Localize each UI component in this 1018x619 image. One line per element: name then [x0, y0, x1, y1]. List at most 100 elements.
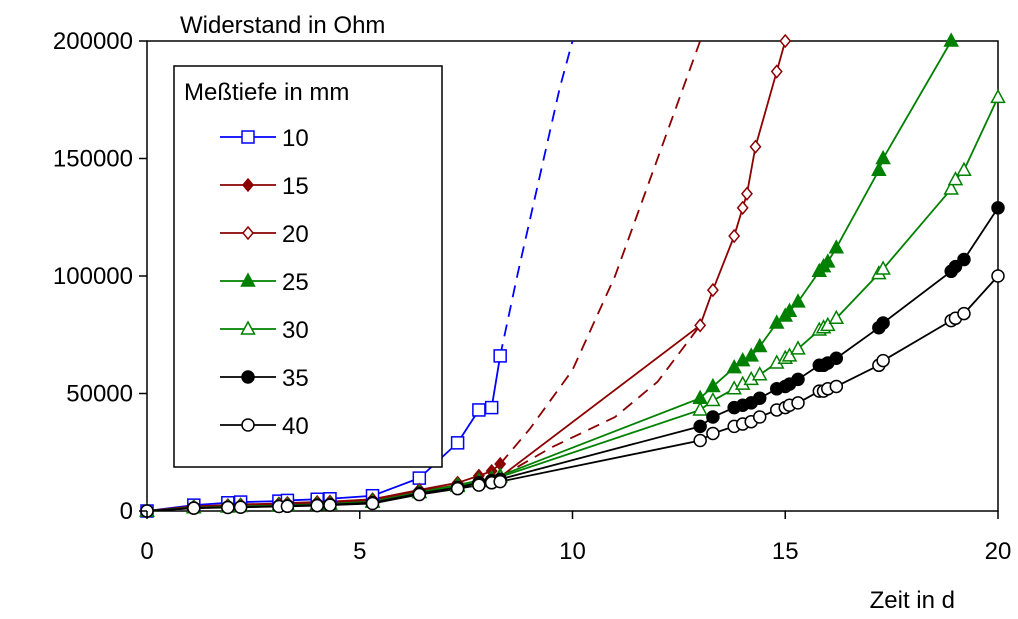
- data-point-10: [493, 349, 507, 363]
- data-point-40: [221, 500, 235, 515]
- data-point-40: [829, 379, 844, 394]
- data-point-35: [752, 391, 767, 405]
- data-point-25: [705, 377, 721, 393]
- data-point-35: [948, 259, 963, 274]
- legend-box: [173, 65, 443, 468]
- x-tick-label: 15: [772, 538, 799, 565]
- legend-label-35: 35: [282, 365, 309, 392]
- data-point-25: [726, 359, 742, 374]
- data-point-25: [743, 347, 759, 362]
- data-point-40: [991, 269, 1005, 283]
- legend: Meßtiefe in mm 10 15 20 25 30 35 40: [173, 65, 443, 468]
- data-point-30: [956, 161, 972, 176]
- data-point-30: [705, 391, 721, 407]
- y-axis-title: Widerstand in Ohm: [180, 12, 385, 39]
- legend-items: 10 15 20 25 30 35 40: [220, 125, 309, 440]
- data-point-35: [706, 410, 720, 424]
- data-point-35: [693, 419, 707, 434]
- data-point-40: [493, 474, 507, 489]
- legend-label-40: 40: [282, 413, 309, 440]
- data-point-20: [770, 64, 783, 79]
- data-point-20: [749, 139, 762, 154]
- data-point-20: [694, 318, 707, 333]
- data-point-20: [779, 33, 792, 49]
- data-point-40: [706, 426, 720, 441]
- data-point-25: [781, 302, 798, 317]
- y-tick-label: 0: [120, 498, 133, 525]
- x-axis: 0 5 10 15 20: [140, 511, 1011, 565]
- data-point-40: [365, 496, 380, 511]
- data-point-10: [412, 471, 427, 485]
- legend-label-15: 15: [282, 173, 309, 200]
- data-point-30: [943, 180, 959, 195]
- data-point-25: [943, 32, 959, 47]
- legend-marker-10: [241, 130, 255, 144]
- series-extrapolation-10: [499, 41, 574, 357]
- legend-label-30: 30: [282, 317, 309, 344]
- x-tick-label: 0: [140, 538, 153, 565]
- legend-label-25: 25: [282, 269, 309, 296]
- data-point-40: [693, 433, 707, 448]
- data-point-35: [876, 316, 890, 330]
- y-tick-label: 150000: [53, 146, 133, 173]
- data-point-10: [450, 436, 465, 450]
- data-point-30: [947, 171, 964, 186]
- legend-marker-20: [242, 225, 254, 241]
- data-point-40: [876, 353, 890, 368]
- data-point-40: [310, 498, 324, 513]
- data-point-10: [472, 403, 486, 417]
- data-point-40: [472, 478, 486, 492]
- data-point-20: [728, 228, 741, 244]
- data-point-30: [990, 88, 1006, 104]
- data-point-25: [790, 293, 806, 308]
- data-point-30: [751, 366, 768, 381]
- x-tick-label: 5: [353, 538, 366, 565]
- data-point-35: [957, 252, 971, 267]
- data-point-25: [875, 149, 891, 165]
- x-tick-label: 10: [559, 538, 586, 565]
- data-point-25: [871, 161, 887, 176]
- marker-layer: [139, 32, 1006, 519]
- data-point-30: [692, 401, 708, 416]
- legend-marker-30: [240, 320, 256, 335]
- x-tick-label: 20: [985, 538, 1012, 565]
- y-tick-label: 50000: [66, 381, 133, 408]
- data-point-40: [450, 481, 465, 496]
- series-extrapolation-20: [499, 324, 701, 478]
- legend-title: Meßtiefe in mm: [184, 79, 349, 106]
- x-axis-title: Zeit in d: [870, 587, 955, 614]
- data-point-10: [484, 400, 499, 415]
- legend-marker-25: [240, 272, 256, 287]
- series-extrapolation-15: [499, 41, 701, 465]
- data-point-20: [736, 200, 749, 216]
- data-point-40: [323, 498, 337, 512]
- legend-label-10: 10: [282, 125, 309, 152]
- data-point-25: [751, 337, 768, 353]
- legend-marker-15: [242, 177, 254, 193]
- data-point-30: [828, 309, 845, 325]
- data-point-40: [187, 501, 201, 515]
- data-point-35: [791, 372, 805, 387]
- y-tick-label: 200000: [53, 28, 133, 55]
- data-point-30: [820, 316, 836, 332]
- data-point-40: [957, 306, 971, 321]
- legend-marker-35: [241, 370, 255, 384]
- data-point-35: [829, 351, 844, 365]
- legend-marker-40: [241, 418, 255, 432]
- data-point-40: [233, 500, 248, 514]
- data-point-30: [781, 347, 798, 362]
- y-axis: 0 50000 100000 150000 200000: [53, 28, 147, 525]
- data-point-20: [740, 186, 753, 201]
- data-point-25: [820, 253, 836, 268]
- data-point-40: [412, 487, 427, 502]
- y-tick-label: 100000: [53, 263, 133, 290]
- data-point-30: [875, 260, 891, 275]
- data-point-40: [752, 410, 767, 424]
- data-point-20: [706, 282, 719, 298]
- data-point-30: [790, 340, 806, 355]
- data-point-35: [991, 201, 1005, 215]
- data-point-25: [828, 239, 845, 254]
- data-point-40: [791, 396, 805, 410]
- data-point-25: [768, 314, 785, 329]
